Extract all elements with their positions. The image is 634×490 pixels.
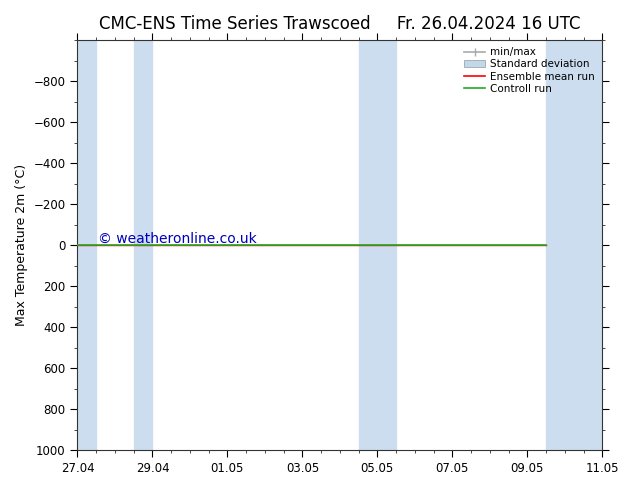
Bar	[134, 40, 152, 450]
Title: CMC-ENS Time Series Trawscoed     Fr. 26.04.2024 16 UTC: CMC-ENS Time Series Trawscoed Fr. 26.04.…	[99, 15, 581, 33]
Bar	[546, 40, 602, 450]
Bar	[77, 40, 96, 450]
Y-axis label: Max Temperature 2m (°C): Max Temperature 2m (°C)	[15, 164, 28, 326]
Legend: min/max, Standard deviation, Ensemble mean run, Controll run: min/max, Standard deviation, Ensemble me…	[462, 45, 597, 96]
Text: © weatheronline.co.uk: © weatheronline.co.uk	[98, 232, 257, 246]
Bar	[359, 40, 396, 450]
